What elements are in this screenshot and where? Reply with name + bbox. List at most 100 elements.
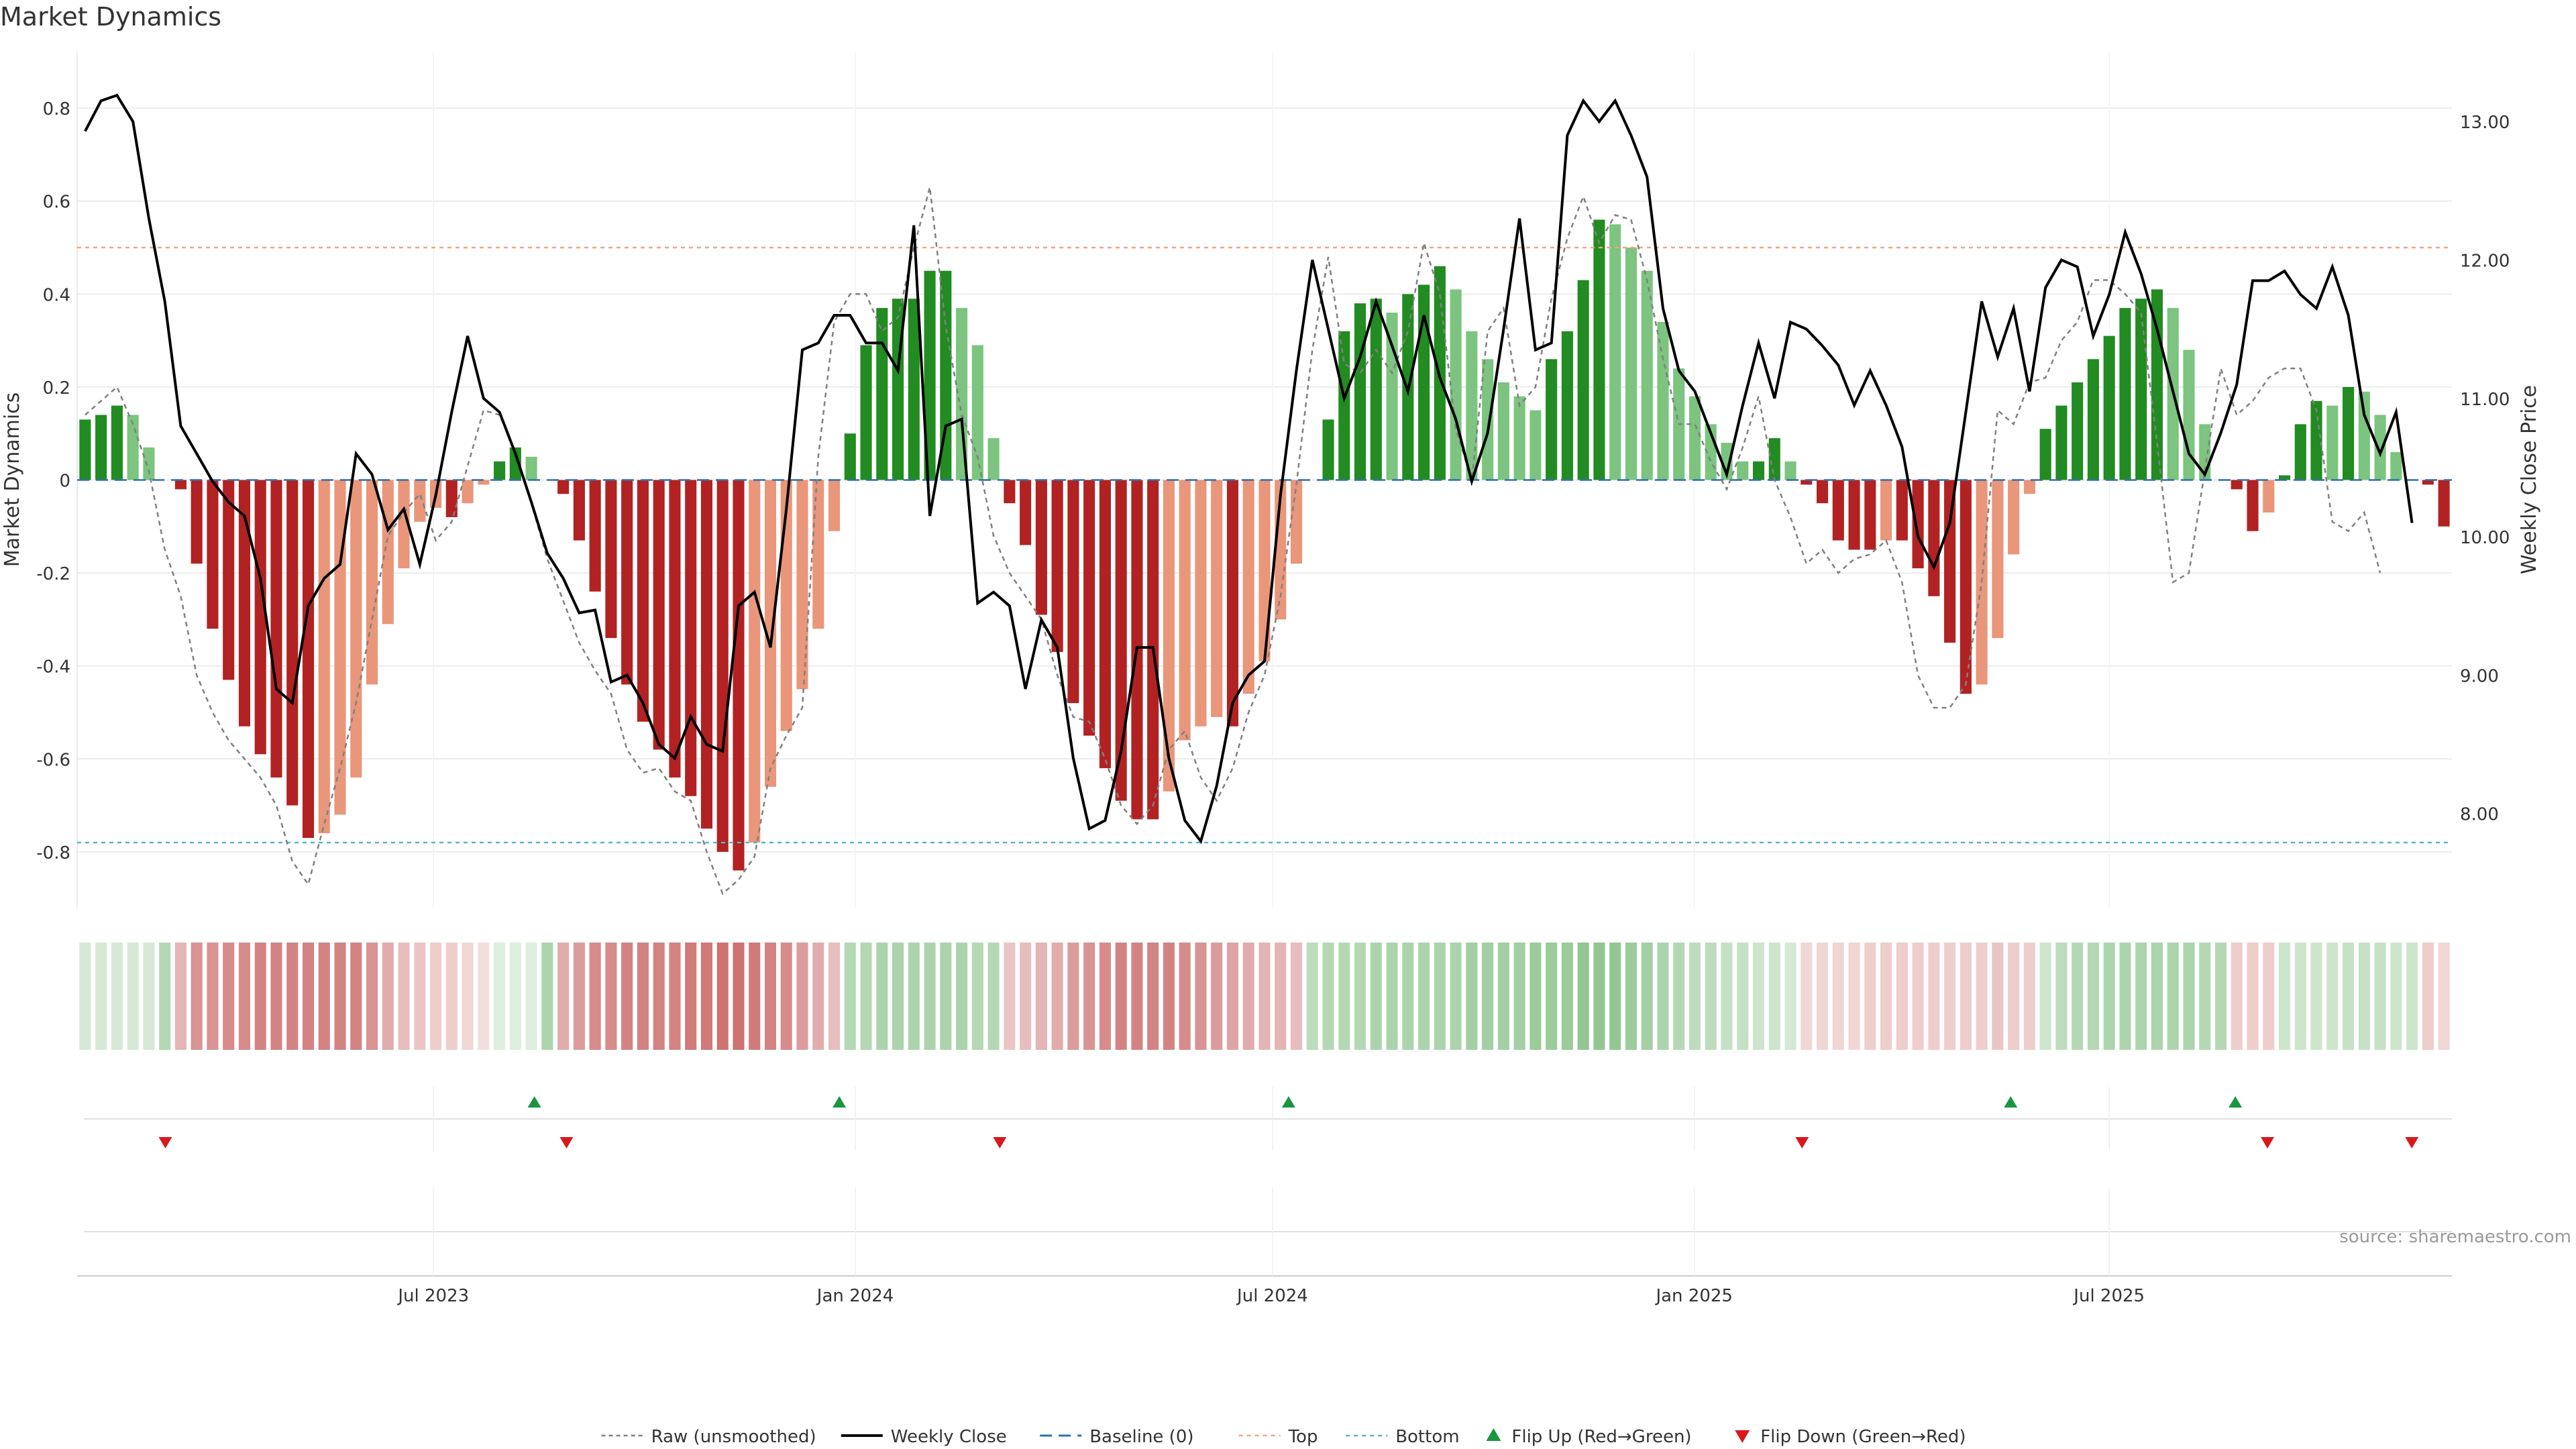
bar [1482, 359, 1494, 480]
heat-cell [749, 943, 761, 1050]
source-credit: source: sharemaestro.com [2339, 1227, 2571, 1247]
heat-strip [79, 943, 2450, 1050]
heat-cell [589, 943, 601, 1050]
flip-up-marker [833, 1096, 847, 1108]
left-tick-label: 0.8 [43, 99, 70, 119]
bar [1912, 480, 1924, 569]
bar [1737, 461, 1749, 480]
heat-cell [1482, 943, 1494, 1050]
bar [334, 480, 346, 815]
heat-cell [2103, 943, 2115, 1050]
bar [733, 480, 745, 871]
bar [2247, 480, 2259, 531]
bar [2294, 424, 2306, 480]
heat-cell [1912, 943, 1924, 1050]
left-tick-label: -0.8 [36, 843, 70, 863]
heat-cell [940, 943, 952, 1050]
heat-cell [1705, 943, 1717, 1050]
heat-cell [971, 943, 983, 1050]
bar [2023, 480, 2035, 494]
bar [2119, 308, 2131, 480]
heat-cell [764, 943, 777, 1050]
heat-cell [1418, 943, 1430, 1050]
bar [1211, 480, 1223, 717]
bar [1593, 219, 1605, 480]
heat-cell [2247, 943, 2259, 1050]
left-tick-label: -0.2 [36, 564, 70, 584]
heat-cell [127, 943, 139, 1050]
legend-item: Baseline (0) [1040, 1427, 1194, 1447]
bar [1752, 461, 1765, 480]
bar [2374, 415, 2386, 480]
bar [908, 299, 920, 480]
heat-cell [2326, 943, 2339, 1050]
heat-cell [1402, 943, 1414, 1050]
flip-down-marker [993, 1137, 1007, 1148]
heat-cell [637, 943, 649, 1050]
flip-panel-gridlines [84, 1087, 2452, 1150]
heat-cell [1721, 943, 1733, 1050]
bar [1226, 480, 1239, 727]
legend-label: Raw (unsmoothed) [651, 1427, 816, 1447]
bar [1466, 331, 1478, 480]
bar [111, 405, 123, 480]
heat-cell [1625, 943, 1637, 1050]
bar [174, 480, 186, 490]
heat-cell [860, 943, 872, 1050]
heat-cell [1258, 943, 1271, 1050]
heat-cell [1338, 943, 1350, 1050]
bar [2263, 480, 2275, 513]
heat-cell [2294, 943, 2306, 1050]
bar [1418, 284, 1430, 480]
heat-cell [2438, 943, 2450, 1050]
legend-label: Bottom [1395, 1427, 1459, 1447]
heat-cell [159, 943, 171, 1050]
flip-up-marker [2229, 1096, 2243, 1108]
left-tick-label: -0.6 [36, 750, 70, 770]
bar [716, 480, 729, 852]
bar [1258, 480, 1271, 661]
heat-cell [2422, 943, 2434, 1050]
heat-cell [2072, 943, 2084, 1050]
weekly-close-line [84, 93, 2414, 845]
heat-cell [1784, 943, 1796, 1050]
legend-label: Baseline (0) [1089, 1427, 1193, 1447]
legend-item: Weekly Close [841, 1427, 1007, 1447]
bar [2358, 391, 2370, 480]
heat-cell [2231, 943, 2243, 1050]
heat-cell [1928, 943, 1940, 1050]
heat-cell [1816, 943, 1829, 1050]
left-tick-label: -0.4 [36, 657, 70, 678]
heat-cell [254, 943, 266, 1050]
legend-item: Bottom [1346, 1427, 1460, 1447]
heat-cell [2183, 943, 2195, 1050]
flip-down-marker [158, 1137, 172, 1148]
heat-cell [111, 943, 123, 1050]
heat-cell [2167, 943, 2179, 1050]
bar [525, 456, 537, 480]
left-tick-label: 0.2 [43, 378, 70, 398]
flip-down-marker [1795, 1137, 1809, 1148]
heat-cell [1513, 943, 1525, 1050]
heat-cell [350, 943, 362, 1050]
heat-cell [1801, 943, 1813, 1050]
bar [1561, 331, 1573, 480]
heat-cell [669, 943, 681, 1050]
bar [1625, 248, 1637, 480]
heat-cell [270, 943, 282, 1050]
flip-markers [158, 1096, 2419, 1148]
bar [223, 480, 235, 680]
heat-cell [525, 943, 537, 1050]
bar [940, 270, 952, 480]
legend-swatch [1735, 1430, 1750, 1443]
heat-cell [302, 943, 315, 1050]
heat-cell [700, 943, 713, 1050]
bar [1322, 419, 1334, 480]
heat-cell [1529, 943, 1542, 1050]
bar [2087, 359, 2099, 480]
bar [509, 447, 521, 480]
bar [1497, 382, 1509, 480]
bar [462, 480, 474, 504]
bar [191, 480, 203, 564]
